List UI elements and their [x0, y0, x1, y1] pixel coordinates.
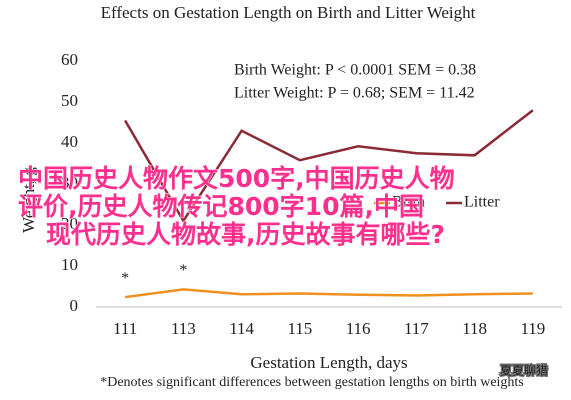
- x-tick-label: 116: [346, 319, 371, 338]
- y-tick-label: 40: [61, 132, 78, 151]
- legend-label: Litter: [464, 194, 500, 211]
- legend-label: Birth: [392, 194, 425, 211]
- x-tick-label: 111: [113, 319, 137, 338]
- x-tick-label: 113: [171, 319, 196, 338]
- y-tick-label: 10: [61, 255, 78, 274]
- x-tick-label: 115: [287, 319, 312, 338]
- annotation: Litter Weight: P = 0.68; SEM = 11.42: [234, 85, 475, 102]
- overlay-text: 现代历史人物故事,历史故事有哪些?: [46, 220, 445, 249]
- x-axis-label: Gestation Length, days: [250, 353, 407, 372]
- x-tick-label: 117: [404, 319, 429, 338]
- x-tick-label: 118: [462, 319, 487, 338]
- chart-title: Effects on Gestation Length on Birth and…: [101, 3, 476, 22]
- y-tick-label: 20: [61, 214, 78, 233]
- y-tick-label: 0: [70, 296, 79, 315]
- significance-marker: *: [121, 270, 129, 287]
- annotation: Birth Weight: P < 0.0001 SEM = 0.38: [234, 62, 476, 79]
- footnote: *Denotes significant differences between…: [100, 375, 524, 390]
- y-tick-label: 50: [61, 91, 78, 110]
- data-line: [124, 109, 534, 224]
- overlay-text: 中国历史人物作文500字,中国历史人物: [18, 164, 455, 193]
- overlay-text: 评价,历史人物传记800字10篇,中国: [18, 192, 424, 221]
- significance-marker: *: [179, 262, 187, 279]
- x-tick-label: 114: [229, 319, 254, 338]
- x-tick-label: 119: [520, 319, 545, 338]
- y-tick-label: 60: [61, 50, 78, 69]
- watermark: 夏夏聊猎: [500, 364, 548, 378]
- y-axis-label: Weight, g: [19, 167, 38, 233]
- y-tick-label: 30: [61, 173, 78, 192]
- data-line: [124, 288, 533, 299]
